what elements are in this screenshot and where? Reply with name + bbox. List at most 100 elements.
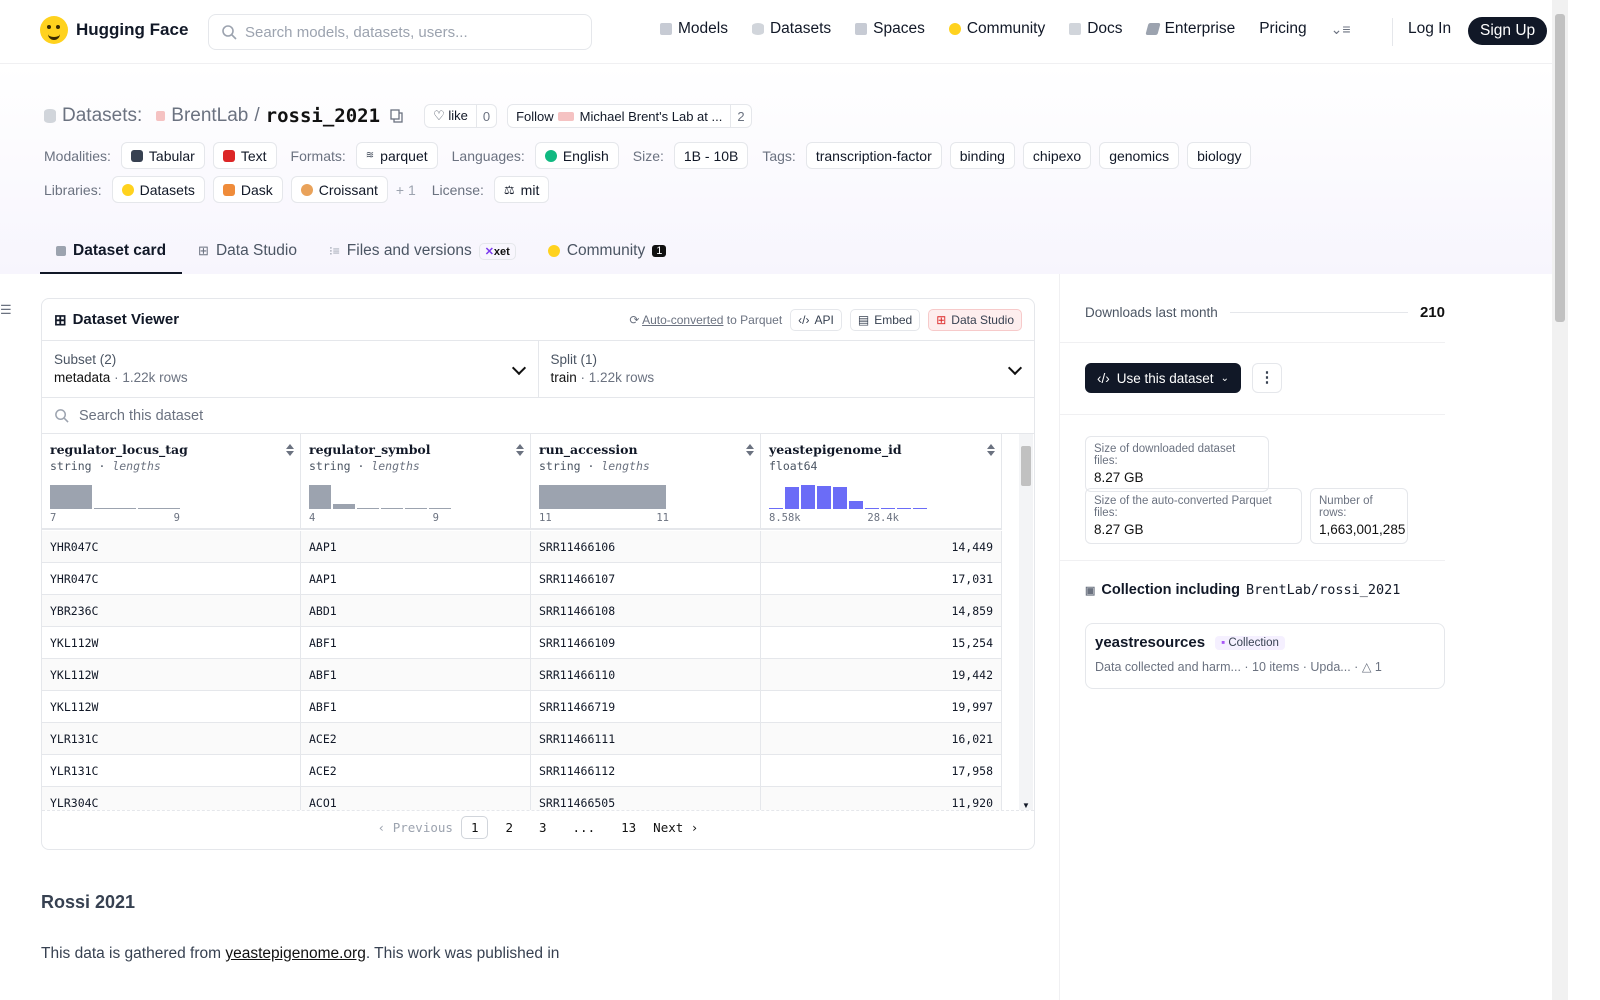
login-link[interactable]: Log In [1408,20,1452,37]
histogram-bar[interactable] [309,485,331,509]
more-options-button[interactable]: ⋮ [1252,363,1282,393]
tag-chip[interactable]: binding [949,142,1015,169]
table-row[interactable]: YHR047C AAP1 SRR11466107 17,031 [42,563,1002,595]
api-button[interactable]: ‹/› API [790,308,842,331]
auto-converted-info[interactable]: ⟳ Auto-converted to Parquet [629,313,782,327]
scrollbar-thumb[interactable] [1021,446,1031,486]
sort-icon[interactable] [746,444,754,456]
table-cell[interactable]: AAP1 [301,563,531,595]
nav-more-menu[interactable]: ⌄≡ [1331,21,1351,38]
table-row[interactable]: YLR131C ACE2 SRR11466112 17,958 [42,755,1002,787]
histogram-bar[interactable] [849,500,863,509]
table-cell[interactable]: SRR11466719 [531,691,761,723]
nav-community[interactable]: Community [948,20,1045,38]
table-row[interactable]: YLR304C ACO1 SRR11466505 11,920 [42,787,1002,810]
table-cell[interactable]: 15,254 [761,627,1002,659]
split-select[interactable]: Split (1) train · 1.22k rows [537,341,1035,397]
table-cell[interactable]: ABF1 [301,691,531,723]
table-row[interactable]: YKL112W ABF1 SRR11466110 19,442 [42,659,1002,691]
histogram-bar[interactable] [539,485,666,509]
table-cell[interactable]: YLR131C [42,755,301,787]
page-button[interactable]: 3 [539,820,547,835]
table-cell[interactable]: ACE2 [301,755,531,787]
embed-button[interactable]: ▤ Embed [849,308,921,331]
signup-button[interactable]: Sign Up [1468,17,1548,45]
table-cell[interactable]: 16,021 [761,723,1002,755]
column-histogram[interactable] [309,484,451,509]
histogram-bar[interactable] [817,486,831,509]
histogram-bar[interactable] [897,507,911,509]
table-cell[interactable]: YKL112W [42,659,301,691]
table-cell[interactable]: ABD1 [301,595,531,627]
histogram-bar[interactable] [865,507,879,509]
tag-chip[interactable]: biology [1187,142,1252,169]
collection-card[interactable]: yeastresources ▪ Collection Data collecte… [1085,623,1445,689]
format-parquet[interactable]: ≋ parquet [355,142,438,169]
table-row[interactable]: YHR047C AAP1 SRR11466106 14,449 [42,531,1002,563]
histogram-bar[interactable] [381,507,403,509]
table-cell[interactable]: 19,442 [761,659,1002,691]
dataset-search-input[interactable] [79,407,579,424]
histogram-bar[interactable] [405,507,427,509]
histogram-bar[interactable] [357,507,379,509]
sidebar-toggle-icon[interactable]: ☰ [0,302,12,317]
column-histogram[interactable] [50,484,180,509]
table-cell[interactable]: YHR047C [42,531,301,563]
org-link[interactable]: BrentLab [171,105,249,126]
table-cell[interactable]: 14,449 [761,531,1002,563]
auto-converted-link[interactable]: Auto-converted [642,312,724,327]
column-header[interactable]: regulator_locus_tag string · lengths 7 9 [42,434,301,530]
table-cell[interactable]: SRR11466110 [531,659,761,691]
next-page-button[interactable]: Next › [653,820,699,835]
sort-icon[interactable] [516,444,524,456]
histogram-bar[interactable] [785,487,799,509]
table-cell[interactable]: ACE2 [301,723,531,755]
nav-enterprise[interactable]: Enterprise [1144,20,1235,38]
nav-models[interactable]: Models [660,20,728,38]
data-studio-button[interactable]: ⊞ Data Studio [928,308,1022,331]
table-row[interactable]: YKL112W ABF1 SRR11466719 19,997 [42,691,1002,723]
histogram-bar[interactable] [833,487,847,509]
table-cell[interactable]: SRR11466505 [531,787,761,810]
column-histogram[interactable] [539,484,666,509]
tag-chip[interactable]: genomics [1099,142,1180,169]
library-croissant[interactable]: Croissant [290,176,388,203]
sort-icon[interactable] [286,444,294,456]
tab-community[interactable]: Community 1 [532,242,683,274]
table-cell[interactable]: 19,997 [761,691,1002,723]
table-cell[interactable]: ACO1 [301,787,531,810]
column-header[interactable]: run_accession string · lengths 11 11 [531,434,761,530]
libraries-more[interactable]: + 1 [395,181,416,198]
tab-data-studio[interactable]: ⊞ Data Studio [182,242,313,274]
histogram-bar[interactable] [94,507,136,509]
table-cell[interactable]: 11,920 [761,787,1002,810]
modality-tabular[interactable]: Tabular [120,142,205,169]
like-button[interactable]: ♡ like 0 [424,104,498,128]
table-cell[interactable]: SRR11466112 [531,755,761,787]
nav-docs[interactable]: Docs [1069,20,1123,38]
library-datasets[interactable]: Datasets [111,176,205,203]
nav-spaces[interactable]: Spaces [855,20,925,38]
table-row[interactable]: YLR131C ACE2 SRR11466111 16,021 [42,723,1002,755]
sort-icon[interactable] [987,444,995,456]
library-dask[interactable]: Dask [212,176,283,203]
collection-name[interactable]: yeastresources [1095,634,1206,651]
license-chip[interactable]: ⚖ mit [493,176,550,203]
page-button[interactable]: 1 [460,816,489,839]
column-histogram[interactable] [769,484,927,509]
table-cell[interactable]: YLR131C [42,723,301,755]
brand-logo[interactable]: Hugging Face [40,16,188,44]
histogram-bar[interactable] [138,508,180,509]
table-row[interactable]: YBR236C ABD1 SRR11466108 14,859 [42,595,1002,627]
tag-chip[interactable]: chipexo [1022,142,1092,169]
table-cell[interactable]: SRR11466109 [531,627,761,659]
table-cell[interactable]: YKL112W [42,691,301,723]
search-input[interactable] [245,23,575,41]
table-cell[interactable]: SRR11466107 [531,563,761,595]
size-chip[interactable]: 1B - 10B [673,142,749,169]
tab-dataset-card[interactable]: Dataset card [40,242,183,274]
histogram-bar[interactable] [881,507,895,509]
scroll-down-icon[interactable]: ▼ [1022,801,1030,810]
nav-datasets[interactable]: Datasets [751,20,831,38]
table-cell[interactable]: 14,859 [761,595,1002,627]
